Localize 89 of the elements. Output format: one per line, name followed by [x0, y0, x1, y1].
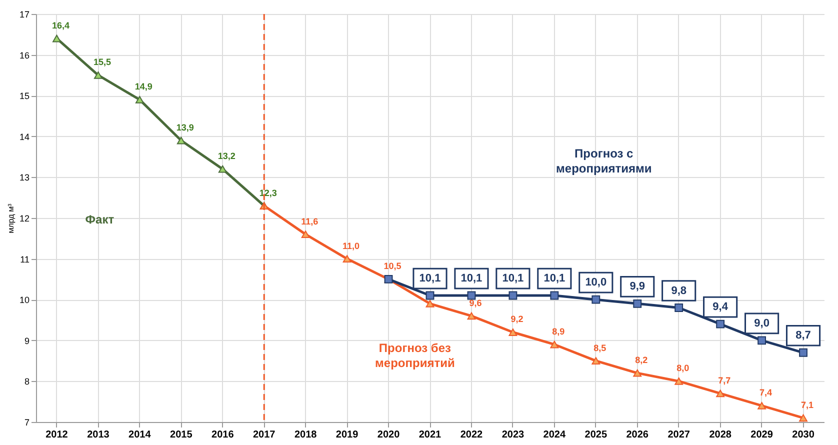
point — [467, 291, 476, 300]
y-tick-label: 13 — [19, 172, 30, 183]
point — [550, 291, 559, 300]
data-label: 10,1 — [460, 272, 482, 285]
y-tick-label: 9 — [24, 336, 30, 346]
point — [716, 390, 725, 398]
point — [674, 304, 684, 312]
point — [301, 230, 310, 238]
y-tick-label: 10 — [19, 295, 30, 306]
point — [94, 71, 102, 79]
y-tick-label: 8 — [24, 376, 30, 387]
data-label: 9,8 — [671, 284, 686, 297]
x-tick-label: 2025 — [584, 430, 608, 440]
y-tick-label: 14 — [19, 132, 30, 142]
data-label: 11,6 — [301, 216, 318, 226]
text: Факт — [85, 212, 114, 227]
x-tick-label: 2022 — [460, 430, 484, 440]
point — [135, 96, 144, 104]
data-label: 9,2 — [510, 314, 524, 324]
data-label: 8,5 — [594, 342, 606, 353]
point — [633, 369, 642, 377]
data-label: 7,4 — [760, 388, 772, 398]
x-tick-label: 2026 — [626, 430, 649, 440]
point — [52, 34, 61, 42]
data-label: 7,7 — [718, 375, 731, 386]
data-label: 13,9 — [176, 122, 194, 132]
point — [758, 336, 766, 345]
x-tick-label: 2028 — [709, 430, 732, 440]
data-label: 13,2 — [218, 151, 236, 162]
x-tick-label: 2030 — [792, 430, 815, 440]
x-tick-label: 2017 — [252, 430, 276, 440]
x-tick-label: 2012 — [46, 430, 68, 440]
point — [674, 377, 684, 385]
data-label: 11,0 — [342, 240, 360, 251]
data-label: 7,1 — [801, 400, 814, 410]
data-label: 8,7 — [796, 330, 811, 342]
point — [592, 295, 600, 304]
data-label: 9,9 — [630, 280, 646, 293]
x-tick-label: 2023 — [502, 430, 525, 440]
x-tick-label: 2024 — [543, 430, 566, 440]
data-label: 16,4 — [52, 20, 70, 30]
data-label: 10,5 — [384, 261, 402, 272]
data-label: 14,9 — [134, 82, 152, 92]
data-label: 9,4 — [712, 301, 729, 314]
point — [176, 136, 186, 144]
data-label: 10,1 — [419, 272, 441, 285]
point — [633, 299, 642, 308]
x-tick-label: 2019 — [336, 430, 359, 440]
data-label: 10,0 — [585, 276, 607, 289]
point — [426, 300, 434, 308]
data-label: 8,9 — [552, 326, 565, 336]
y-tick-label: 7 — [24, 418, 30, 428]
data-label: 8,2 — [635, 355, 648, 366]
x-tick-label: 2027 — [668, 430, 690, 440]
x-tick-label: 2020 — [377, 430, 400, 440]
x-tick-label: 2014 — [128, 430, 152, 440]
data-label: 9,6 — [469, 298, 482, 308]
x-tick-label: 2029 — [750, 430, 774, 440]
point — [342, 255, 352, 263]
point — [508, 328, 518, 336]
data-label: 12,3 — [259, 188, 277, 198]
x-tick-label: 2015 — [170, 430, 193, 440]
data-label: 10,1 — [502, 272, 524, 285]
x-tick-label: 2021 — [418, 430, 442, 440]
point — [592, 357, 600, 365]
data-label: 9,0 — [754, 317, 770, 330]
data-label: 8,0 — [676, 363, 690, 374]
data-label: 10,1 — [544, 272, 566, 285]
point — [426, 291, 434, 300]
text: Прогноз без мероприятий — [375, 341, 455, 370]
point — [799, 348, 808, 357]
point — [799, 414, 808, 422]
point — [218, 165, 227, 173]
text: Прогноз с мероприятиями — [556, 146, 652, 176]
y-tick-label: 16 — [19, 50, 30, 60]
x-tick-label: 2013 — [87, 430, 110, 440]
y-tick-label: 12 — [19, 214, 30, 224]
point — [716, 320, 725, 328]
x-tick-label: 2018 — [294, 430, 318, 440]
y-tick-label: 15 — [19, 91, 30, 102]
x-tick-label: 2016 — [212, 430, 234, 440]
point — [508, 291, 518, 300]
y-axis-title: млрд м³ — [6, 203, 16, 234]
point — [467, 312, 476, 320]
y-tick-label: 17 — [19, 10, 30, 20]
point — [550, 340, 559, 348]
data-label: 15,5 — [93, 57, 111, 68]
point — [758, 402, 766, 410]
y-tick-label: 11 — [20, 254, 30, 264]
